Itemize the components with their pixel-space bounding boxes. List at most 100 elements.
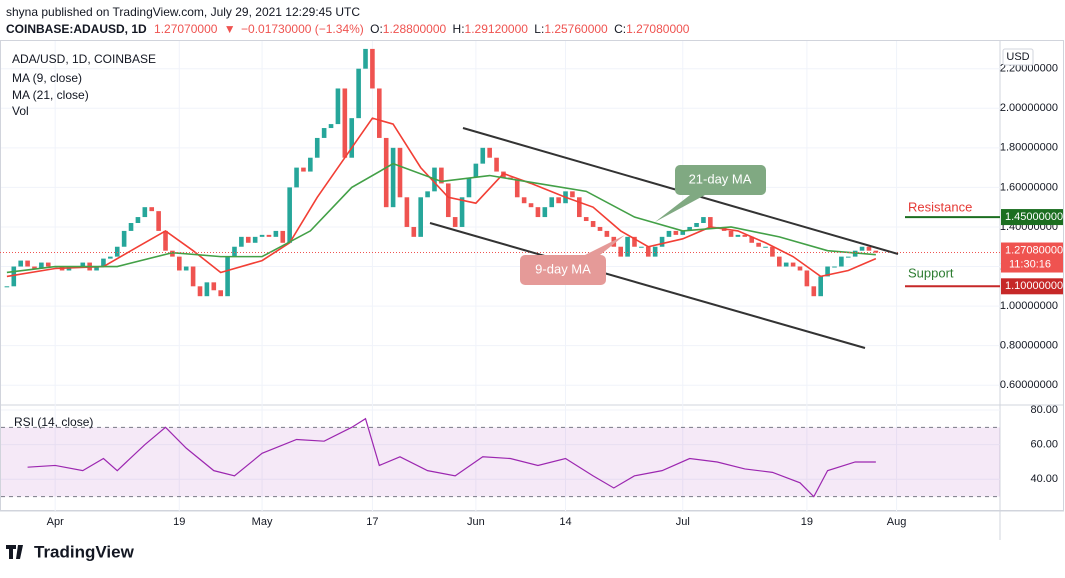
y-tick-label: 2.00000000: [1000, 102, 1058, 114]
candle: [218, 290, 223, 297]
y-tick-label: 80.00: [1030, 404, 1058, 416]
level-box: [1001, 209, 1063, 226]
candle: [328, 124, 334, 129]
candle: [783, 262, 789, 267]
candle: [480, 147, 486, 164]
candle: [459, 197, 465, 227]
candle: [673, 230, 679, 235]
x-tick-label: Jun: [467, 516, 485, 528]
candle: [804, 270, 810, 287]
candle: [790, 262, 796, 267]
candle: [11, 266, 17, 287]
candle: [18, 260, 23, 267]
candle: [590, 221, 596, 227]
candle: [818, 276, 823, 297]
candle: [25, 260, 30, 267]
channel-bottom: [429, 222, 866, 349]
countdown: 11:30:16: [1009, 258, 1051, 270]
candle: [183, 266, 189, 271]
candle: [445, 183, 451, 218]
x-tick-label: 19: [173, 516, 185, 528]
symbol: COINBASE:ADAUSD, 1D: [6, 22, 147, 36]
candle: [845, 256, 851, 258]
level-label: 1.45000000: [1005, 211, 1063, 223]
candle: [294, 167, 299, 188]
rsi-band: [1, 427, 1000, 497]
candle: [128, 223, 134, 231]
candle: [687, 226, 692, 231]
candle: [797, 266, 803, 271]
candle: [859, 246, 865, 251]
candle: [383, 137, 389, 208]
candle: [411, 226, 417, 237]
candle: [390, 147, 396, 208]
annotation: 9-day MA: [535, 261, 591, 276]
candle: [577, 197, 582, 218]
x-tick-label: Apr: [47, 516, 64, 528]
candle: [866, 246, 872, 251]
candle: [321, 128, 327, 138]
candle: [632, 236, 637, 247]
rsi-line: [27, 417, 876, 498]
candle: [832, 266, 837, 268]
y-tick-label: 0.60000000: [1000, 379, 1058, 391]
candle: [570, 191, 575, 198]
x-tick-label: 19: [801, 516, 813, 528]
candle: [225, 256, 230, 297]
candle: [101, 258, 106, 267]
candle: [259, 234, 265, 237]
candle: [439, 167, 444, 184]
candle: [521, 197, 527, 204]
candle: [625, 236, 630, 257]
candle: [763, 246, 768, 248]
candle: [728, 230, 734, 237]
annotation-box: [675, 165, 766, 195]
candle: [363, 48, 368, 69]
h: 1.29120000: [465, 22, 529, 36]
candle: [377, 88, 382, 138]
annotation-pointer: [655, 195, 705, 222]
candle: [494, 157, 499, 172]
candle: [652, 246, 658, 257]
candle: [549, 197, 555, 208]
candle: [473, 163, 479, 178]
candle: [694, 223, 699, 227]
x-tick-label: Aug: [887, 516, 907, 528]
candle: [666, 230, 672, 237]
candle: [211, 282, 217, 291]
change: −0.01730000 (−1.34%): [241, 22, 364, 36]
candle: [190, 266, 196, 287]
y-tick-label: 60.00: [1030, 439, 1058, 451]
y-tick-label: 0.80000000: [1000, 340, 1058, 352]
candle: [135, 217, 141, 223]
legend-title: ADA/USD, 1D, COINBASE: [12, 52, 156, 66]
last-price-box: [1001, 242, 1063, 273]
candle: [618, 246, 623, 257]
candle: [177, 256, 182, 271]
x-tick-label: 17: [366, 516, 378, 528]
last: 1.27070000: [154, 22, 218, 36]
currency-box: [1002, 48, 1034, 66]
candle: [825, 266, 830, 277]
candle: [94, 266, 99, 271]
arrow: ▼: [224, 22, 236, 36]
candle: [452, 217, 458, 227]
candle: [335, 88, 341, 125]
candle: [349, 118, 355, 158]
candle: [39, 262, 44, 269]
candle: [404, 197, 410, 227]
level-label: 1.10000000: [1005, 280, 1063, 292]
candle: [342, 88, 348, 158]
candle: [197, 286, 203, 297]
legend-entry: Vol: [12, 104, 29, 118]
y-tick-label: 1.00000000: [1000, 300, 1058, 312]
candle: [32, 266, 37, 269]
publisher: shyna published on TradingView.com, July…: [6, 5, 360, 19]
candle: [308, 157, 313, 172]
candle: [397, 147, 403, 198]
candle: [239, 236, 244, 247]
l-label: L:: [534, 22, 544, 36]
y-tick-label: 2.20000000: [1000, 63, 1058, 75]
